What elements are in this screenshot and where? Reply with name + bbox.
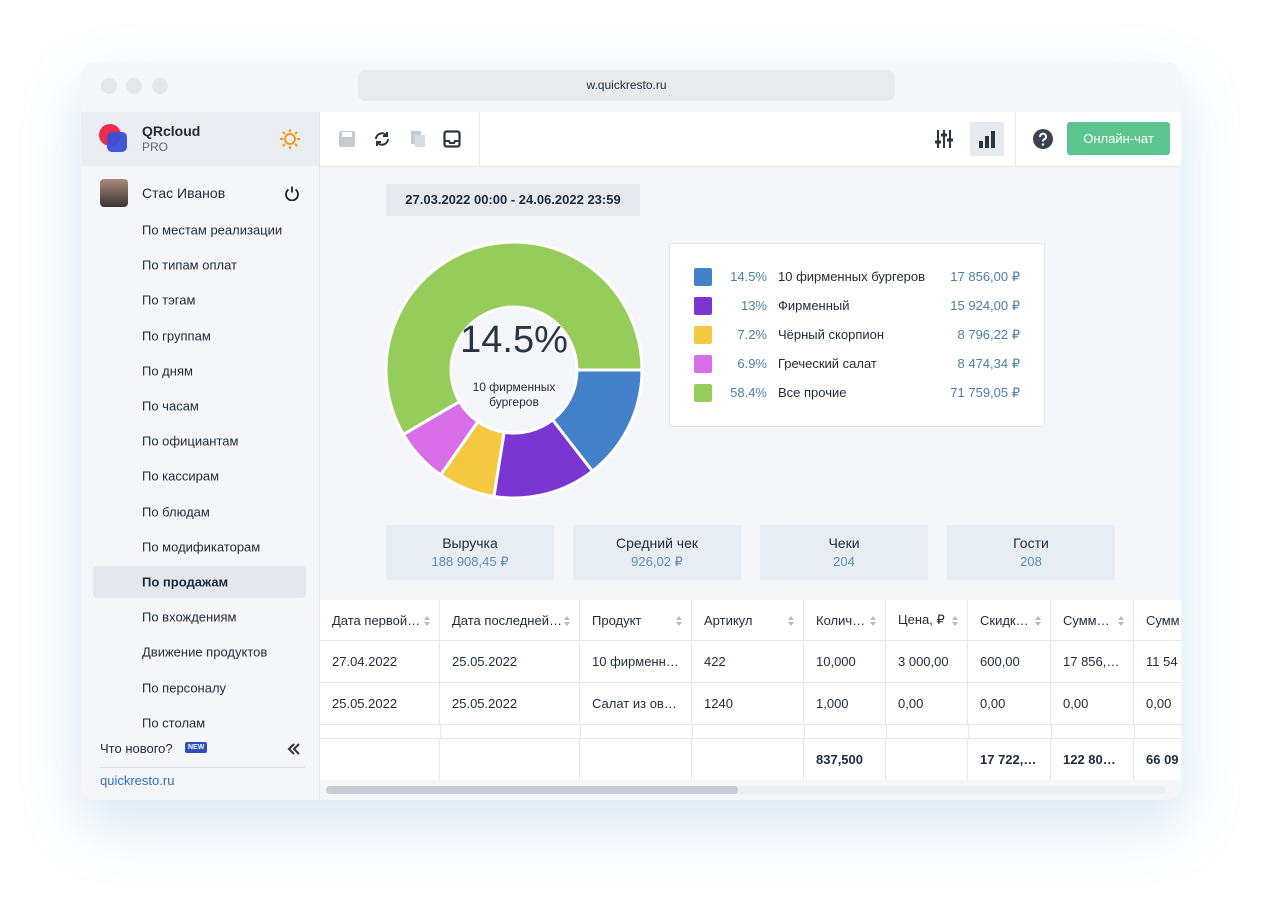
donut-slice[interactable]	[401, 399, 481, 478]
copy-icon[interactable]	[409, 130, 427, 148]
inbox-icon[interactable]	[443, 130, 461, 148]
toolbar: Онлайн-чат	[320, 112, 1181, 167]
app-plan: PRO	[142, 140, 169, 154]
legend-amount: 71 759,05 ₽	[950, 385, 1020, 400]
legend-amount: 8 796,22 ₽	[957, 327, 1021, 342]
stat-label: Выручка	[442, 535, 498, 551]
menu-item[interactable]: По типам оплат	[142, 257, 237, 273]
stat-value: 926,02 ₽	[631, 554, 683, 569]
settings-icon[interactable]	[934, 129, 954, 149]
avatar	[100, 179, 128, 207]
menu-item[interactable]: По группам	[142, 328, 211, 344]
table	[320, 600, 1181, 780]
legend-label: Греческий салат	[778, 356, 877, 371]
center-label: 10 фирменных бургеров	[472, 380, 556, 409]
menu-item[interactable]: По продажам	[142, 574, 229, 590]
legend-label: Все прочие	[778, 385, 847, 400]
scroll-thumb[interactable]	[326, 786, 738, 794]
menu-item[interactable]: По часам	[142, 398, 199, 414]
legend-label: Фирменный	[778, 298, 850, 313]
theme-toggle[interactable]	[279, 128, 301, 150]
legend: 14.5% 10 фирменных бургеров 17 856,00 ₽ 13%…	[669, 243, 1045, 427]
separator	[1015, 112, 1016, 166]
menu-item[interactable]: По дням	[142, 363, 193, 379]
window-dot	[101, 78, 117, 94]
sidebar: QRcloud PRO Стас Иванов Что нового? NEW …	[81, 112, 320, 800]
new-badge: NEW	[185, 742, 208, 753]
center-value: 14.5%	[460, 319, 568, 361]
refresh-icon[interactable]	[373, 130, 391, 148]
legend-label: 10 фирменных бургеров	[778, 269, 926, 284]
logo	[107, 132, 127, 152]
title-bar: w.quickresto.ru	[81, 62, 1181, 112]
menu-item[interactable]: По кассирам	[142, 468, 220, 484]
stat-value: 204	[833, 554, 855, 569]
legend-swatch	[694, 297, 712, 315]
menu-item[interactable]: По столам	[142, 715, 206, 731]
stat-label: Гости	[1013, 535, 1049, 551]
stat-label: Средний чек	[615, 535, 698, 551]
window-dot	[126, 78, 142, 94]
menu-item[interactable]: По блюдам	[142, 504, 210, 520]
url-bar[interactable]: w.quickresto.ru	[358, 70, 895, 101]
legend-percent: 6.9%	[737, 356, 767, 371]
donut-slice[interactable]	[550, 368, 644, 474]
legend-amount: 15 924,00 ₽	[950, 298, 1020, 313]
donut-slice[interactable]	[492, 417, 595, 500]
legend-swatch	[694, 326, 712, 344]
stat-value: 208	[1020, 554, 1042, 569]
legend-percent: 58.4%	[730, 385, 767, 400]
donut-slice[interactable]	[384, 240, 644, 437]
stat-card: Чеки 204	[760, 525, 928, 580]
legend-percent: 7.2%	[737, 327, 767, 342]
stat-card: Средний чек 926,02 ₽	[573, 525, 741, 580]
menu-item[interactable]: По местам реализации	[142, 222, 283, 238]
whats-new[interactable]: Что нового?	[100, 741, 173, 756]
legend-percent: 13%	[740, 298, 767, 313]
chat-button[interactable]: Онлайн-чат	[1067, 122, 1170, 155]
separator	[479, 112, 480, 166]
donut-chart: 14.5%	[384, 240, 644, 500]
collapse-button[interactable]	[287, 743, 301, 755]
menu-item[interactable]: Движение продуктов	[142, 644, 268, 660]
legend-swatch	[694, 268, 712, 286]
donut-slice[interactable]	[438, 419, 506, 499]
help-icon[interactable]	[1033, 129, 1053, 149]
save-icon[interactable]	[338, 130, 356, 148]
legend-amount: 17 856,00 ₽	[950, 269, 1020, 284]
stat-label: Чеки	[828, 535, 860, 551]
stat-value: 188 908,45 ₽	[431, 554, 509, 569]
legend-label: Чёрный скорпион	[778, 327, 885, 342]
stat-card: Выручка 188 908,45 ₽	[386, 525, 554, 580]
legend-amount: 8 474,34 ₽	[957, 356, 1021, 371]
menu-item[interactable]: По тэгам	[142, 292, 196, 308]
logout-button[interactable]	[284, 185, 300, 201]
active-item-bg	[93, 566, 306, 598]
browser-window: w.quickresto.ru QRcloud PRO Стас Иванов …	[81, 62, 1181, 800]
menu-item[interactable]: По официантам	[142, 433, 239, 449]
scrollbar[interactable]	[326, 786, 1165, 794]
chart-icon	[979, 131, 995, 148]
menu-item[interactable]: По модификаторам	[142, 539, 261, 555]
legend-percent: 14.5%	[730, 269, 767, 284]
date-range[interactable]: 27.03.2022 00:00 - 24.06.2022 23:59	[386, 184, 640, 216]
app-header: QRcloud PRO	[81, 112, 319, 166]
divider	[100, 767, 305, 768]
app-name: QRcloud	[142, 123, 201, 139]
menu-item[interactable]: По персоналу	[142, 680, 227, 696]
window-dot	[152, 78, 168, 94]
legend-swatch	[694, 355, 712, 373]
site-link[interactable]: quickresto.ru	[100, 773, 175, 788]
user-name: Стас Иванов	[142, 185, 226, 201]
stat-card: Гости 208	[947, 525, 1115, 580]
menu-item[interactable]: По вхождениям	[142, 609, 237, 625]
legend-swatch	[694, 384, 712, 402]
